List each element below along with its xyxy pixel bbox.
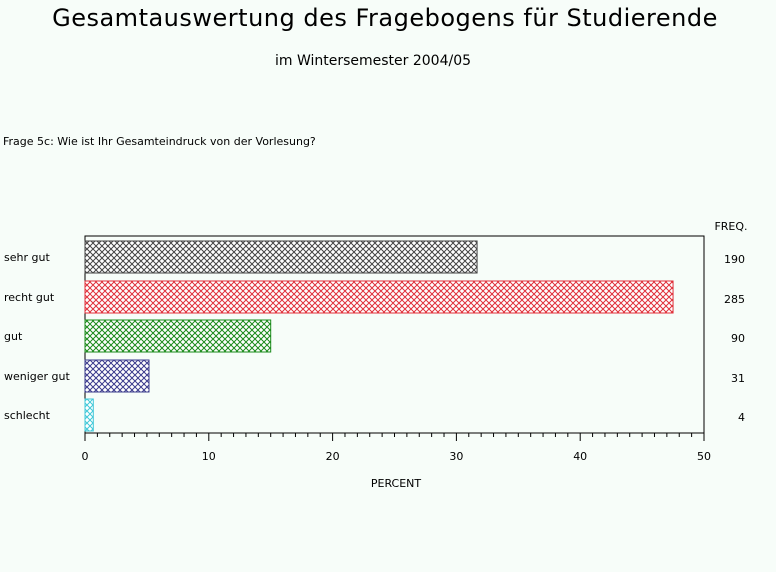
freq-header: FREQ. xyxy=(714,220,747,233)
bar-schlecht xyxy=(84,398,94,432)
question-label: Frage 5c: Wie ist Ihr Gesamteindruck von… xyxy=(3,135,316,148)
category-label: schlecht xyxy=(4,409,51,422)
x-tick-label: 10 xyxy=(202,450,216,463)
freq-value: 285 xyxy=(724,293,745,306)
category-label: sehr gut xyxy=(4,251,50,264)
x-tick-label: 20 xyxy=(326,450,340,463)
x-axis-label: PERCENT xyxy=(371,477,422,490)
freq-value: 4 xyxy=(738,411,745,424)
freq-value: 190 xyxy=(724,253,745,266)
freq-value: 90 xyxy=(731,332,745,345)
x-tick-label: 30 xyxy=(449,450,463,463)
bar-sehr-gut xyxy=(84,240,478,274)
category-label: gut xyxy=(4,330,23,343)
bar-recht-gut xyxy=(84,280,674,314)
x-tick-label: 40 xyxy=(573,450,587,463)
x-tick-label: 50 xyxy=(697,450,711,463)
bar-gut xyxy=(84,319,272,353)
category-label: recht gut xyxy=(4,291,55,304)
bar-weniger-gut xyxy=(84,359,150,393)
page-title: Gesamtauswertung des Fragebogens für Stu… xyxy=(52,4,718,32)
x-tick-label: 0 xyxy=(82,450,89,463)
page-subtitle: im Wintersemester 2004/05 xyxy=(274,53,472,69)
category-label: weniger gut xyxy=(4,370,71,383)
freq-value: 31 xyxy=(731,372,745,385)
